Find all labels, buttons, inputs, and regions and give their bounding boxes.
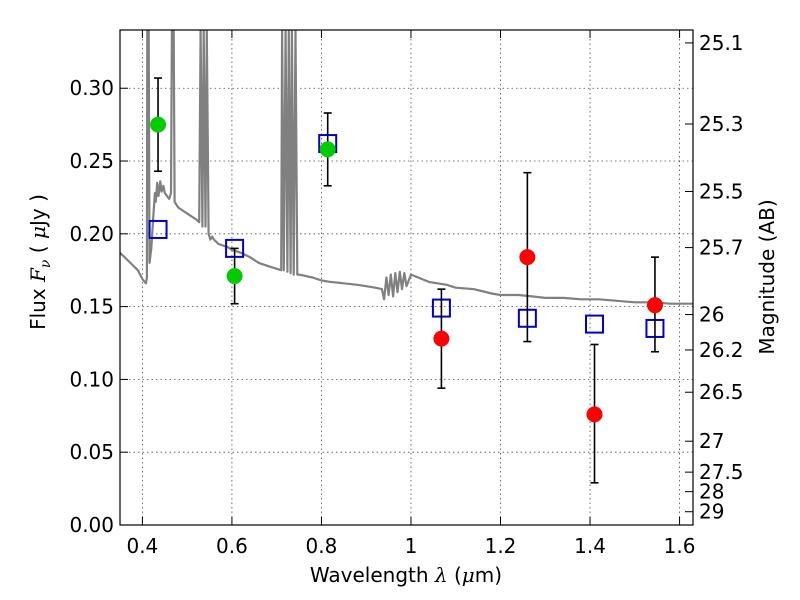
y-axis-label: Flux Fν ( μJy )	[26, 194, 54, 330]
y-tick-label: 0.05	[69, 440, 114, 464]
x-tick-label: 0.8	[306, 534, 338, 558]
x-axis-label: Wavelength λ (μm)	[310, 563, 502, 587]
plot-frame	[119, 29, 694, 526]
y2-axis-label: Magnitude (AB)	[755, 199, 779, 354]
y-tick-label: 0.25	[69, 149, 114, 173]
y2-tick-label: 27	[699, 429, 724, 453]
y2-tick-label: 25.3	[699, 112, 744, 136]
ticks-layer: 0.4 0.6 0.8 1 1.2 1.4 1.6 0.00 0.05 0.10 0.15 0.20 0…	[69, 30, 744, 558]
measured-flux-point	[433, 330, 450, 347]
y2-tick-label: 25.5	[699, 179, 744, 203]
model-photometry-square	[585, 314, 605, 334]
y-tick-label: 0.10	[69, 367, 114, 391]
model-photometry-square	[148, 219, 168, 239]
y2-tick-label: 28	[699, 480, 724, 504]
measured-flux-point	[646, 297, 663, 314]
y2-tick-label: 26.5	[699, 380, 744, 404]
measured-flux-point	[226, 268, 243, 285]
y2-tick-label: 25.1	[699, 31, 744, 55]
y2-tick-label: 25.7	[699, 236, 744, 260]
measured-flux-point	[586, 406, 603, 423]
x-tick-label: 1.6	[664, 534, 696, 558]
measured-flux-point	[150, 116, 167, 133]
x-tick-label: 1.4	[574, 534, 606, 558]
y-tick-label: 0.20	[69, 222, 114, 246]
y-tick-label: 0.00	[69, 513, 114, 537]
marks-layer	[148, 77, 665, 484]
y2-tick-label: 27.5	[699, 460, 744, 484]
y2-tick-label: 29	[699, 500, 724, 524]
spectrum-layer	[120, 30, 693, 305]
model-spectrum-line	[120, 30, 693, 305]
y2-tick-label: 26	[699, 303, 724, 327]
x-tick-label: 0.4	[126, 534, 158, 558]
x-tick-label: 1	[405, 534, 418, 558]
y-tick-label: 0.15	[69, 295, 114, 319]
x-tick-label: 0.6	[216, 534, 248, 558]
x-tick-label: 1.2	[485, 534, 517, 558]
measured-flux-point	[319, 141, 336, 158]
measured-flux-point	[519, 249, 536, 266]
y-tick-label: 0.30	[69, 76, 114, 100]
y2-tick-label: 26.2	[699, 338, 744, 362]
